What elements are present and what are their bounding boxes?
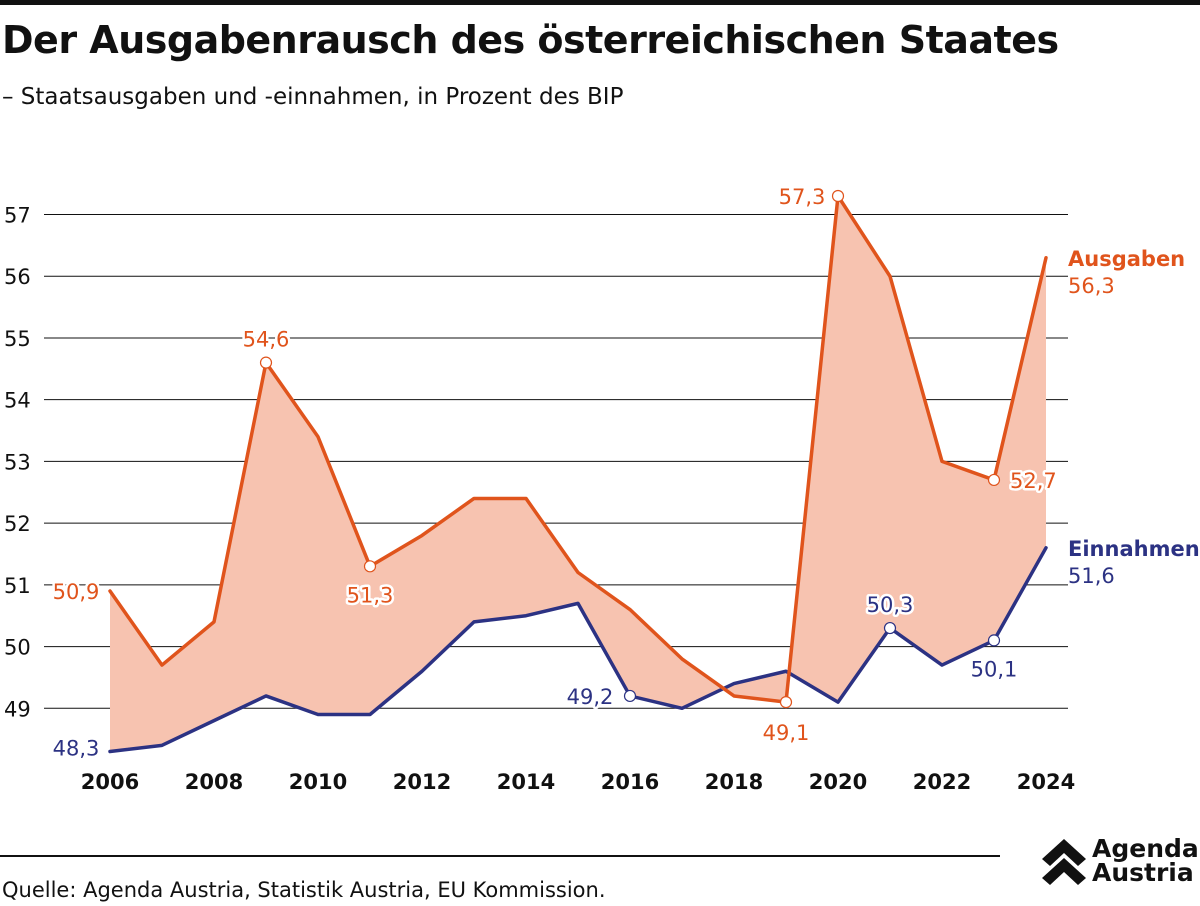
ausgaben-marker-2011 — [363, 560, 377, 573]
x-tick-label-2006: 2006 — [81, 770, 139, 794]
x-tick-label-2016: 2016 — [601, 770, 659, 794]
y-tick-label-56: 56 — [4, 265, 31, 289]
ausgaben-value-label-2019: 49,1 — [763, 721, 810, 745]
agenda-austria-logo: Agenda Austria — [1040, 835, 1200, 895]
einnahmen-marker-2023 — [987, 634, 1001, 647]
ausgaben-value-label-2011: 51,3 — [347, 583, 394, 607]
ausgaben-series-label: Ausgaben — [1068, 247, 1185, 271]
y-tick-label-57: 57 — [4, 204, 31, 228]
einnahmen-series-label: Einnahmen — [1068, 537, 1200, 561]
x-tick-label-2024: 2024 — [1017, 770, 1075, 794]
y-tick-label-49: 49 — [4, 697, 31, 721]
gap-fill-area — [110, 196, 1046, 752]
einnahmen-value-label-2021: 50,3 — [867, 593, 914, 617]
chart-subtitle: – Staatsausgaben und -einnahmen, in Proz… — [2, 84, 624, 110]
y-tick-label-54: 54 — [4, 389, 31, 413]
ausgaben-value-label-2009: 54,6 — [243, 328, 290, 352]
x-tick-label-2014: 2014 — [497, 770, 555, 794]
einnahmen-value-label-2016: 49,2 — [567, 685, 614, 709]
ausgaben-end-value: 56,3 — [1068, 274, 1115, 298]
ausgaben-marker-2023 — [987, 473, 1001, 487]
brand-line-2: Austria — [1092, 858, 1194, 887]
einnahmen-end-value: 51,6 — [1068, 564, 1115, 588]
y-tick-label-51: 51 — [4, 574, 31, 598]
ausgaben-value-label-2023: 52,7 — [1010, 469, 1057, 493]
einnahmen-value-label-2023: 50,1 — [971, 657, 1018, 681]
ausgaben-marker-2020 — [831, 189, 845, 203]
x-tick-label-2020: 2020 — [809, 770, 867, 794]
x-tick-label-2008: 2008 — [185, 770, 243, 794]
brand-name: Agenda Austria — [1092, 834, 1199, 887]
y-tick-label-50: 50 — [4, 636, 31, 660]
ausgaben-marker-2009 — [259, 356, 273, 369]
bottom-rule — [0, 855, 1000, 857]
y-tick-label-55: 55 — [4, 327, 31, 351]
x-tick-label-2012: 2012 — [393, 770, 451, 794]
x-tick-label-2010: 2010 — [289, 770, 347, 794]
einnahmen-marker-2016 — [623, 689, 637, 703]
source-note: Quelle: Agenda Austria, Statistik Austri… — [2, 878, 606, 902]
einnahmen-value-label-2006: 48,3 — [53, 737, 100, 761]
einnahmen-marker-2021 — [883, 621, 897, 635]
top-rule — [0, 0, 1200, 5]
x-tick-label-2018: 2018 — [705, 770, 763, 794]
double-chevron-up-icon — [1042, 839, 1086, 885]
y-tick-label-52: 52 — [4, 512, 31, 536]
ausgaben-value-label-2006: 50,9 — [53, 580, 100, 604]
ausgaben-value-label-2020: 57,3 — [779, 185, 826, 209]
chart-title: Der Ausgabenrausch des österreichischen … — [2, 18, 1059, 62]
ausgaben-marker-2019 — [779, 696, 793, 709]
y-tick-label-53: 53 — [4, 450, 31, 474]
x-tick-label-2022: 2022 — [913, 770, 971, 794]
brand-line-1: Agenda — [1092, 834, 1199, 863]
